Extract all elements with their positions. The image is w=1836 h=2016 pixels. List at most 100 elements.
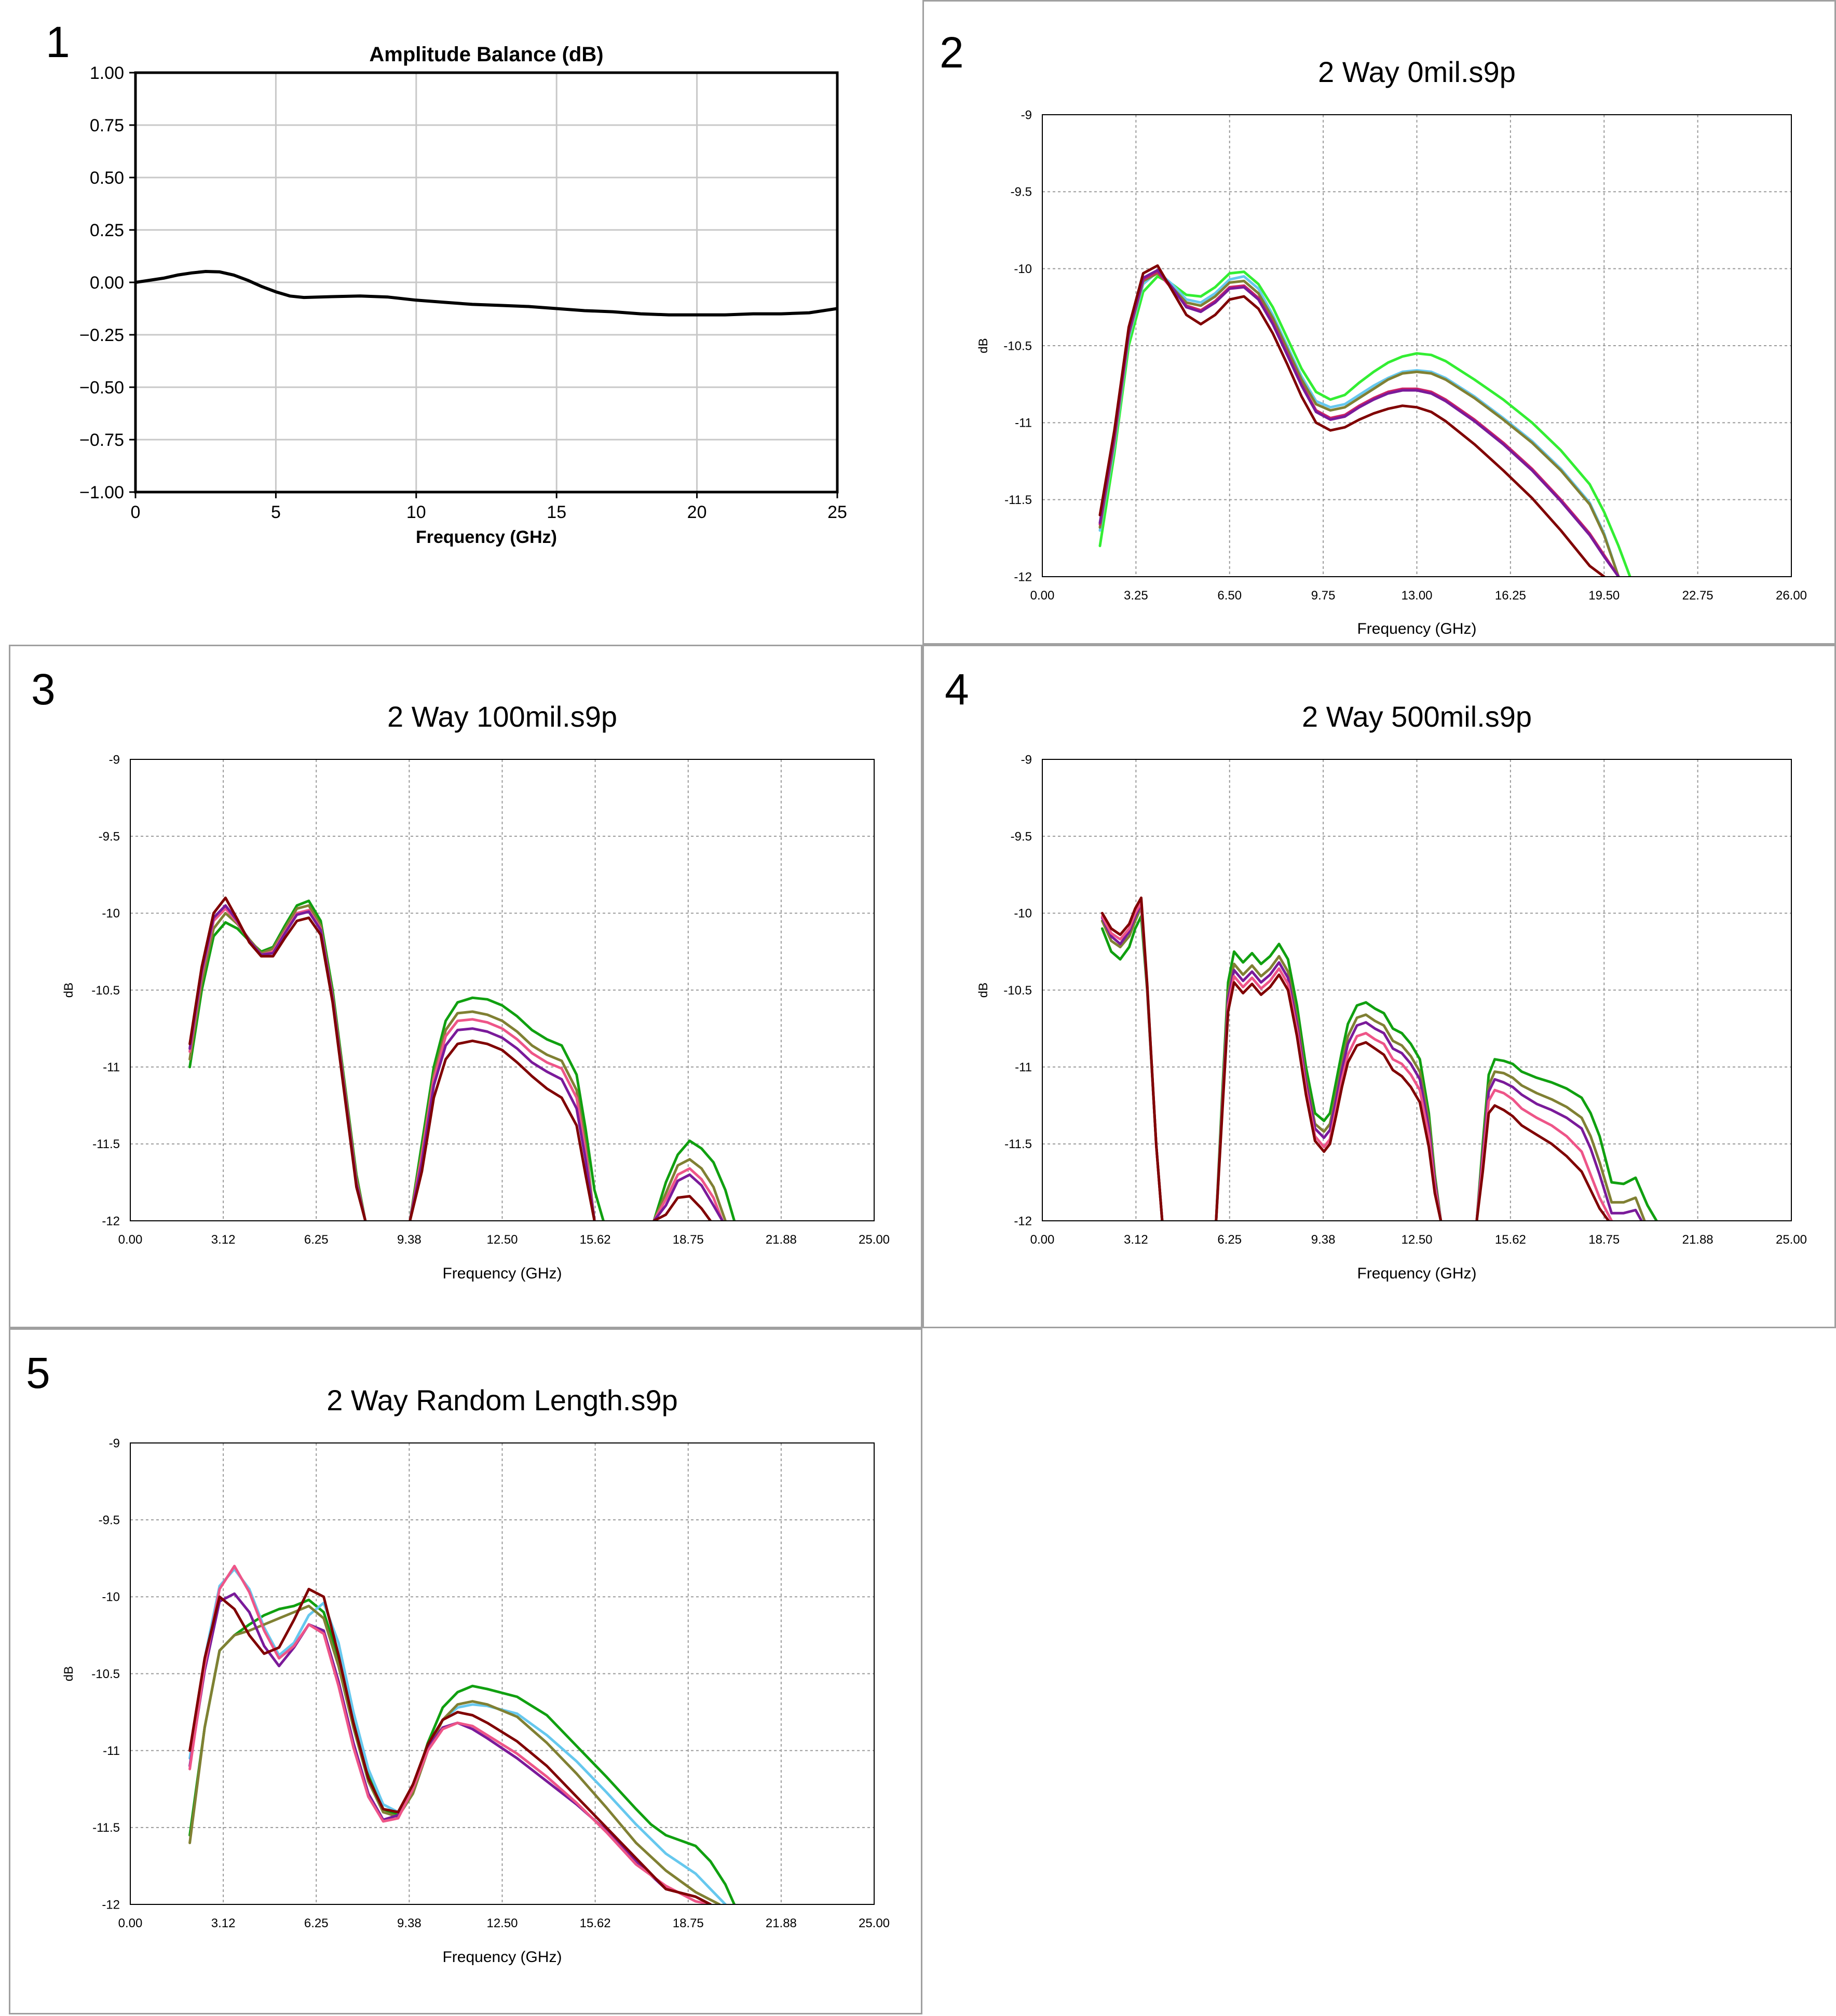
chart-panel-3: 3 2 Way 100mil.s9p 0.00 3.12 6.25 9.38 12.50 1… [9,645,922,1328]
series-line-5 [409,1039,596,1221]
series-line-1 [409,996,605,1221]
series-line-3 [1475,1078,1643,1221]
y-tick-label: -9.5 [1011,185,1032,199]
chart-panel-5: 5 2 Way Random Length.s9p 0.00 3.12 6.25 9.3… [9,1328,922,2014]
x-tick-label: 15.62 [1495,1233,1526,1247]
y-tick-label: -12 [102,1898,120,1912]
y-tick-label: 0.00 [90,273,124,293]
series-line-1 [1215,943,1443,1221]
panel-number: 5 [26,1348,50,1397]
x-tick-label: 26.00 [1776,589,1807,603]
y-tick-label: 0.25 [90,221,124,240]
series-line-1 [1098,270,1631,577]
panel-number: 3 [31,665,56,714]
y-axis-label: dB [62,983,76,998]
x-tick-label: 0.00 [1030,1233,1055,1247]
panel-number: 4 [945,665,969,714]
x-tick-label: 12.50 [1401,1233,1432,1247]
x-tick-label: 21.88 [766,1916,797,1930]
series-line-2 [188,1568,727,1904]
x-tick-label: 9.38 [397,1233,421,1247]
x-axis-label: Frequency (GHz) [442,1265,562,1282]
x-tick-label: 3.12 [1124,1233,1148,1247]
series-line-3 [652,1167,724,1221]
x-tick-label: 18.75 [673,1916,704,1930]
series-line-5 [1475,1104,1610,1221]
series-line-4 [1215,967,1443,1221]
x-tick-label: 3.12 [211,1233,236,1247]
chart-panel-2: 2 2 Way 0mil.s9p 0.00 3.25 6.50 9.75 13.00 16.… [922,0,1836,645]
x-tick-label: 6.50 [1217,589,1242,603]
chart-3-svg: 2 Way 100mil.s9p 0.00 3.12 6.25 9.38 12.50 15.… [62,700,890,1282]
y-tick-label: -9.5 [1011,830,1032,844]
y-tick-label: −0.75 [79,430,124,450]
chart-4-svg: 2 Way 500mil.s9p 0.00 3.12 6.25 9.38 12.50 15.… [976,700,1807,1282]
x-tick-label: 9.75 [1311,589,1336,603]
y-tick-label: -10 [1014,907,1032,921]
y-tick-label: -11.5 [92,1137,120,1151]
x-tick-label: 15.62 [580,1916,611,1930]
x-tick-label: 25.00 [1776,1233,1807,1247]
chart-title: 2 Way 500mil.s9p [1302,700,1532,733]
series-line-3 [409,1018,596,1221]
series-line-2 [1100,906,1164,1221]
y-tick-label: -10.5 [91,984,120,998]
x-tick-label: 3.25 [1124,589,1148,603]
series-line-4 [1475,1088,1613,1221]
x-tick-label: 15 [547,502,566,522]
x-tick-label: 25 [827,502,847,522]
series-line-4 [1098,270,1620,577]
y-tick-label: −0.50 [79,378,124,398]
x-tick-label: 12.50 [486,1233,518,1247]
x-tick-label: 0.00 [1030,589,1055,603]
series-line-2 [1215,955,1443,1221]
chart-title: Amplitude Balance (dB) [369,43,603,66]
series-line-3 [1098,272,1620,577]
series-line-2 [1098,270,1620,577]
x-tick-label: 0.00 [118,1233,143,1247]
x-tick-label: 13.00 [1401,589,1432,603]
series-line-5 [652,1195,712,1221]
x-tick-label: 15.62 [580,1233,611,1247]
series-line-4 [188,1592,712,1904]
plot-frame [1042,759,1792,1221]
panel-number: 1 [46,18,70,66]
series-line-2 [188,904,367,1221]
y-tick-label: -9 [1021,753,1032,767]
y-tick-label: -11.5 [1004,493,1032,507]
x-axis-label: Frequency (GHz) [416,527,557,547]
y-axis-label: dB [976,983,990,998]
chart-title: 2 Way 100mil.s9p [387,700,617,733]
x-tick-label: 21.88 [766,1233,797,1247]
chart-panel-1: 1 Amplitude Balance (dB) 0 5 10 15 20 25 1.00 0.… [0,0,922,645]
series-line-1 [135,270,837,317]
y-axis-label: dB [976,338,990,353]
x-axis-label: Frequency (GHz) [442,1949,562,1966]
x-tick-label: 0.00 [118,1916,143,1930]
x-tick-label: 3.12 [211,1916,236,1930]
plot-frame [134,71,839,494]
chart-5-svg: 2 Way Random Length.s9p 0.00 3.12 6.25 9.38 1… [62,1384,890,1966]
series-line-2 [652,1158,727,1221]
y-tick-label: -12 [1014,570,1032,584]
y-tick-label: −0.25 [79,325,124,345]
y-tick-label: -10.5 [91,1667,120,1681]
y-tick-label: -11 [1015,1060,1032,1074]
series-line-5 [188,896,367,1221]
series-line-4 [409,1027,596,1221]
x-tick-label: 22.75 [1682,589,1713,603]
chart-1-svg: Amplitude Balance (dB) 0 5 10 15 20 25 1.00 0.75… [79,43,847,547]
x-tick-label: 25.00 [859,1233,890,1247]
y-tick-label: -11.5 [92,1821,120,1835]
y-tick-label: -9 [1021,108,1032,122]
panel-number: 2 [940,28,964,77]
y-tick-label: -10.5 [1003,339,1032,353]
series-line-1 [1475,1058,1658,1221]
x-tick-label: 21.88 [1682,1233,1713,1247]
y-tick-label: -12 [1014,1214,1032,1228]
y-axis-label: dB [62,1666,76,1681]
x-axis-label: Frequency (GHz) [1357,1265,1476,1282]
plot-frame [130,759,875,1221]
y-tick-label: -10.5 [1003,984,1032,998]
x-tick-label: 12.50 [486,1916,518,1930]
